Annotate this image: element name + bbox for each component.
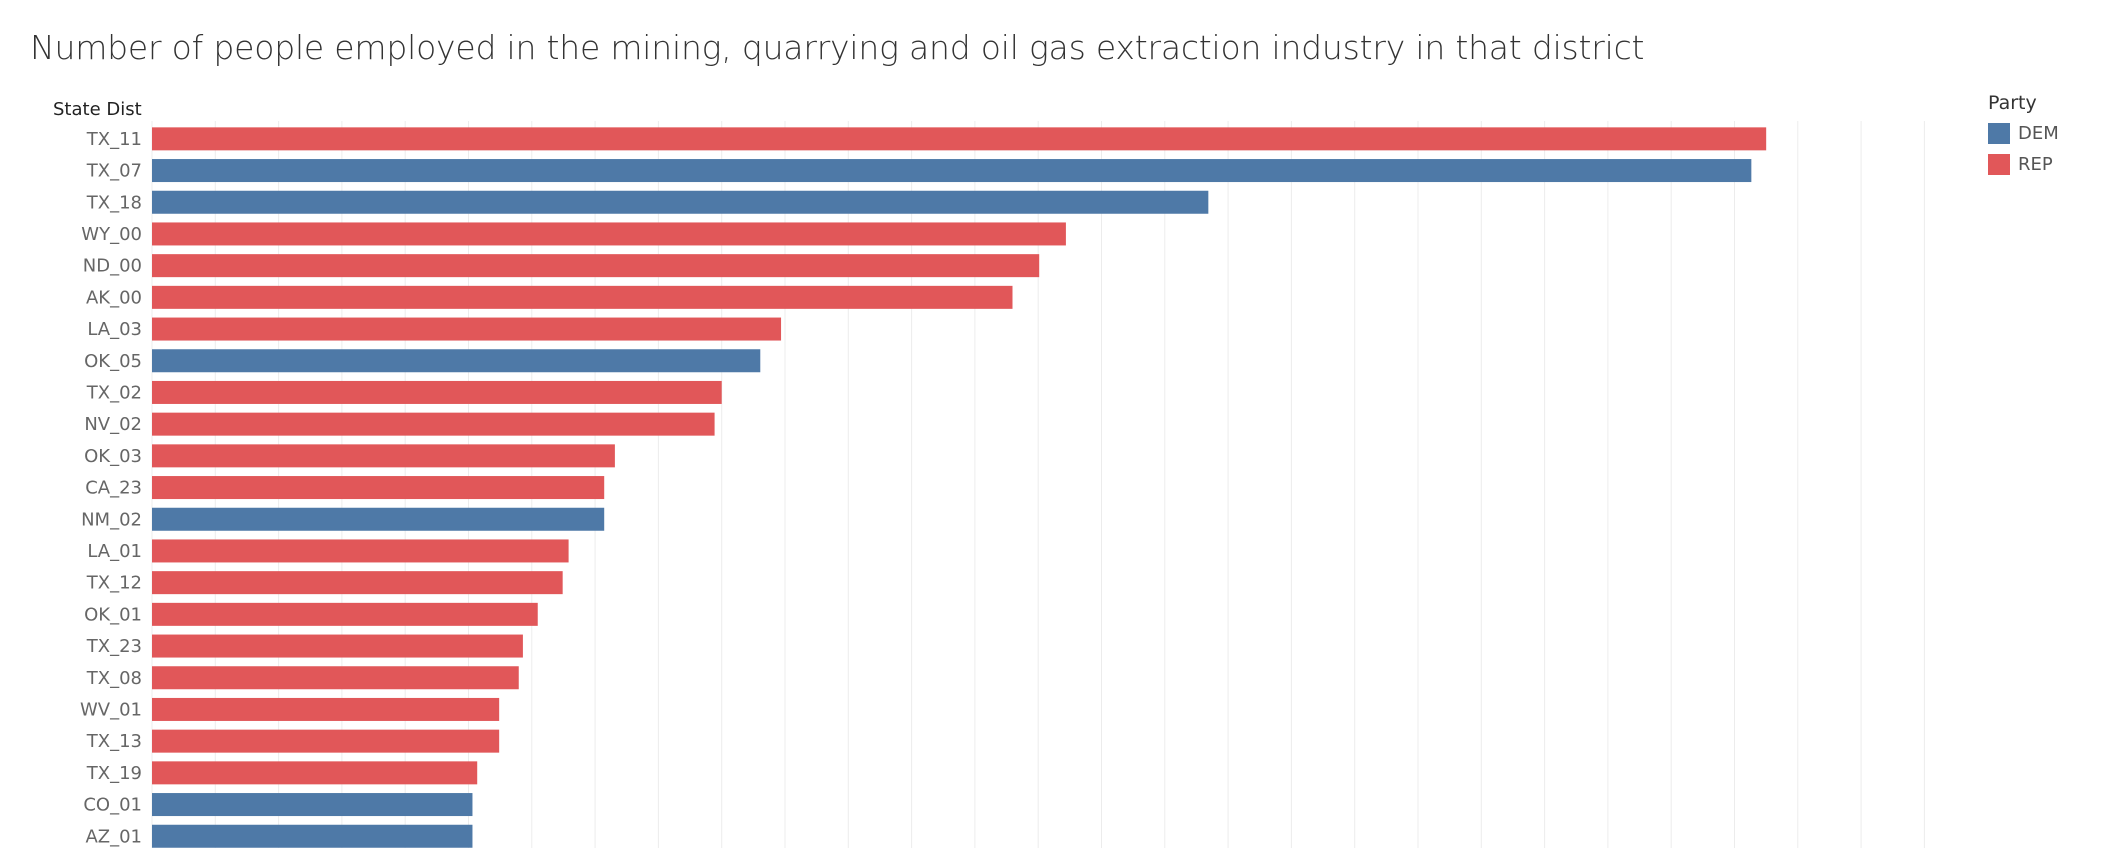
bar-wv-01[interactable] (152, 697, 500, 721)
bars (152, 127, 1767, 848)
category-labels: TX_11 TX_07 TX_18 WY_00 ND_00 AK_00 LA_03 OK_05… (80, 129, 142, 847)
y-axis-header: State Dist (53, 99, 142, 120)
category-label: WY_00 (81, 224, 142, 245)
bar-tx-13[interactable] (152, 729, 500, 753)
category-label: TX_08 (86, 668, 142, 689)
bar-la-03[interactable] (152, 317, 782, 341)
bar-tx-23[interactable] (152, 634, 523, 658)
bar-tx-18[interactable] (152, 190, 1209, 214)
bar-nv-02[interactable] (152, 412, 715, 436)
category-label: OK_03 (84, 446, 142, 467)
bar-ca-23[interactable] (152, 476, 605, 500)
bar-tx-11[interactable] (152, 127, 1767, 151)
category-label: AZ_01 (85, 826, 142, 847)
bar-tx-07[interactable] (152, 159, 1752, 183)
legend-title: Party (1988, 92, 2037, 114)
category-label: TX_12 (86, 573, 142, 594)
category-label: TX_07 (86, 161, 142, 182)
legend-item-rep[interactable]: REP (1988, 149, 2059, 180)
bar-az-01[interactable] (152, 824, 473, 848)
bar-wy-00[interactable] (152, 222, 1066, 246)
category-label: TX_02 (86, 382, 142, 403)
category-label: OK_05 (84, 351, 142, 372)
bar-ak-00[interactable] (152, 285, 1013, 309)
legend-label-rep: REP (2018, 154, 2053, 175)
category-label: NV_02 (84, 414, 142, 435)
legend-item-dem[interactable]: DEM (1988, 118, 2059, 149)
category-label: AK_00 (86, 287, 142, 308)
category-label: TX_13 (86, 731, 142, 752)
legend: Party DEM REP (1988, 92, 2059, 180)
chart-title: Number of people employed in the mining,… (30, 28, 1645, 67)
category-label: LA_01 (87, 541, 142, 562)
category-label: ND_00 (83, 256, 142, 277)
category-label: LA_03 (87, 319, 142, 340)
bar-ok-03[interactable] (152, 444, 615, 468)
bar-ok-05[interactable] (152, 349, 761, 373)
bar-nd-00[interactable] (152, 254, 1040, 278)
bar-nm-02[interactable] (152, 507, 605, 531)
category-label: CA_23 (85, 478, 142, 499)
bar-tx-19[interactable] (152, 761, 478, 785)
category-label: TX_19 (86, 763, 142, 784)
category-label: TX_23 (86, 636, 142, 657)
category-label: OK_01 (84, 604, 142, 625)
category-label: NM_02 (81, 509, 142, 530)
bar-tx-02[interactable] (152, 380, 722, 404)
bar-tx-12[interactable] (152, 571, 563, 595)
bar-tx-08[interactable] (152, 666, 519, 690)
bar-la-01[interactable] (152, 539, 569, 563)
category-label: TX_11 (86, 129, 142, 150)
bar-co-01[interactable] (152, 793, 473, 817)
legend-label-dem: DEM (2018, 123, 2059, 144)
category-label: WV_01 (80, 699, 142, 720)
legend-swatch-rep (1988, 154, 2010, 175)
bar-ok-01[interactable] (152, 602, 538, 626)
category-label: TX_18 (86, 192, 142, 213)
legend-swatch-dem (1988, 123, 2010, 144)
category-label: CO_01 (83, 795, 142, 816)
bar-chart: State Dist TX_11 TX_07 TX_18 WY_00 ND_00 AK_0… (53, 99, 1925, 848)
